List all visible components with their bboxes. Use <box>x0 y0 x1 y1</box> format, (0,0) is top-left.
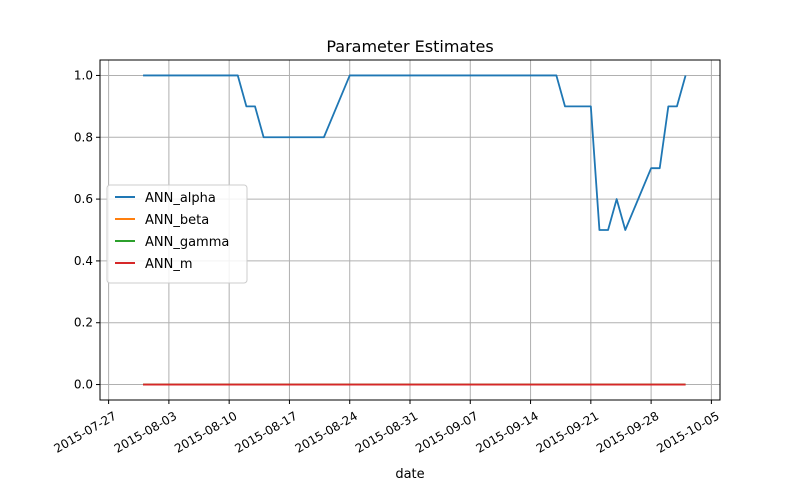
x-tick-label: 2015-08-17 <box>232 409 299 456</box>
y-tick-label: 0.8 <box>74 130 93 144</box>
series-line-ann-alpha <box>143 74 687 231</box>
x-tick-label: 2015-08-31 <box>353 409 420 456</box>
y-tick-label: 0.6 <box>74 192 93 206</box>
series-layer <box>143 74 687 386</box>
legend-label: ANN_beta <box>145 213 209 228</box>
x-axis-label: date <box>395 467 424 482</box>
legend-box <box>106 184 248 284</box>
x-tick-label: 2015-09-28 <box>594 409 661 456</box>
legend: ANN_alpha ANN_beta ANN_gamma ANN_m <box>106 184 248 284</box>
legend-label: ANN_alpha <box>145 191 216 206</box>
x-tick-label: 2015-08-03 <box>112 409 179 456</box>
x-tick-label: 2015-07-27 <box>52 409 119 456</box>
x-tick-label: 2015-08-10 <box>172 409 239 456</box>
x-tick-label: 2015-08-24 <box>293 409 360 456</box>
y-tick-label: 0.4 <box>74 254 93 268</box>
x-tick-label: 2015-09-07 <box>413 409 480 456</box>
legend-label: ANN_m <box>145 257 193 272</box>
x-tick-label: 2015-10-05 <box>654 409 721 456</box>
chart-title: Parameter Estimates <box>326 37 493 56</box>
y-tick-label: 1.0 <box>74 68 93 82</box>
y-axis: 0.0 0.2 0.4 0.6 0.8 1.0 <box>74 68 100 392</box>
x-tick-label: 2015-09-14 <box>473 409 540 456</box>
legend-label: ANN_gamma <box>145 235 229 250</box>
y-tick-label: 0.2 <box>74 316 93 330</box>
x-axis: 2015-07-272015-08-032015-08-102015-08-17… <box>52 400 722 456</box>
x-tick-label: 2015-09-21 <box>534 409 601 456</box>
y-tick-label: 0.0 <box>74 378 93 392</box>
